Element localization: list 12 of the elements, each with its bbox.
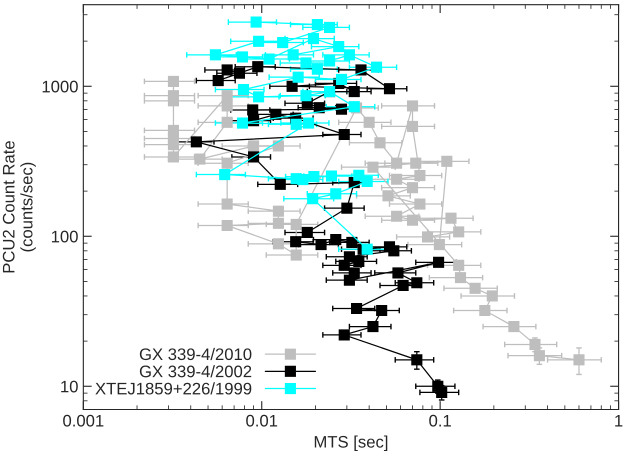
y-tick-label: 10 — [61, 380, 78, 392]
x-tick-label: 0.1 — [429, 414, 451, 427]
y-tick-label: 1000 — [42, 80, 78, 92]
legend-label: GX 339-4/2002 — [140, 365, 252, 378]
legend-label: XTEJ1859+226/1999 — [95, 382, 252, 395]
x-tick-label: 0.001 — [63, 414, 104, 427]
x-tick-label: 1 — [615, 414, 622, 426]
y-axis-title: PCU2 Count Rate (counts/sec) — [2, 141, 36, 272]
y-tick-label: 100 — [52, 230, 78, 242]
legend-label: GX 339-4/2010 — [140, 348, 252, 360]
x-axis-title: MTS [sec] — [314, 435, 388, 451]
x-tick-label: 0.01 — [246, 414, 278, 427]
